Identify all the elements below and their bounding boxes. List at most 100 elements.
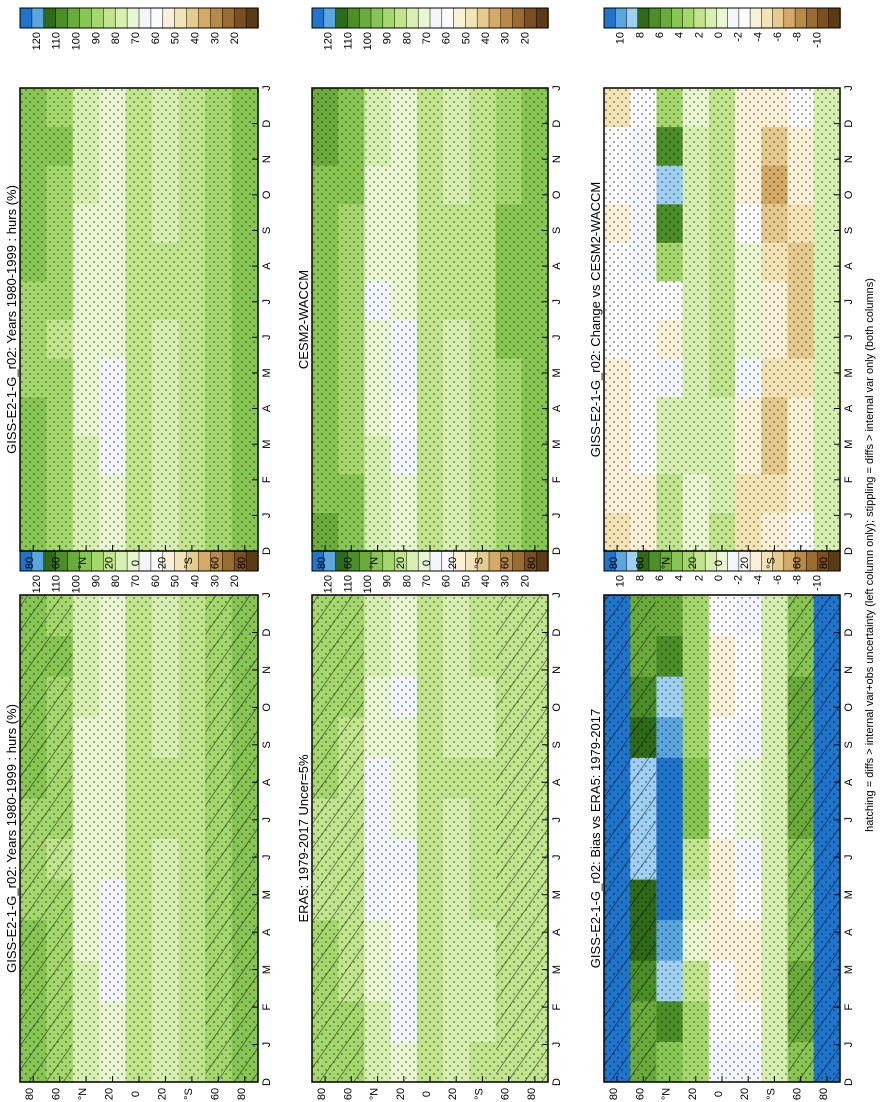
panels-group: 80 60 °N 20 0 20 °S 60 80DJFMAMJJASONDJGISS-E2-1… bbox=[4, 7, 855, 1100]
lat-tick-label: 80 bbox=[818, 557, 830, 569]
colorbar-swatch bbox=[358, 7, 372, 29]
month-tick-label: S bbox=[843, 741, 855, 748]
colorbar-swatch bbox=[79, 7, 93, 29]
lat-tick-label: 0 bbox=[421, 560, 433, 566]
colorbar-swatch bbox=[648, 7, 661, 29]
lat-tick-label: 20 bbox=[447, 1088, 459, 1100]
panel-2: 80 60 °N 20 0 20 °S 60 80 D J F M A M J J A S O N D J ERA5: 197… bbox=[296, 550, 563, 1100]
colorbar-tick-label: 80 bbox=[110, 32, 122, 44]
lat-tick-label: 80 bbox=[24, 1088, 36, 1100]
month-tick-label: J bbox=[261, 335, 273, 341]
panel-4: 80 60 °N 20 0 20 °S 60 80DJFMAMJJASONDJGISS-E2-1… bbox=[588, 550, 855, 1100]
month-tick-label: D bbox=[843, 547, 855, 555]
colorbar-swatch bbox=[114, 550, 128, 572]
month-tick-label: O bbox=[261, 703, 273, 712]
colorbar-swatch bbox=[603, 7, 616, 29]
lat-tick-label: 60 bbox=[51, 557, 63, 569]
panel-title: GISS-E2-1-G_r02: Bias vs ERA5: 1979-2017 bbox=[588, 709, 603, 968]
lat-tick-label: 20 bbox=[395, 557, 407, 569]
month-tick-label: S bbox=[843, 227, 855, 234]
month-tick-label: A bbox=[843, 928, 855, 936]
month-tick-label: M bbox=[551, 965, 563, 974]
panel-0: 80 60 °N 20 0 20 °S 60 80 D J F M A M J J A S O N D J GISS-E2-1… bbox=[4, 550, 273, 1100]
panel-title: GISS-E2-1-G_r02: Years 1980-1999 : hurs … bbox=[4, 185, 19, 454]
colorbar-tick-label: 20 bbox=[229, 575, 241, 587]
lat-tick-label: °S bbox=[183, 557, 195, 569]
colorbar-swatch bbox=[488, 7, 502, 29]
colorbar-swatch bbox=[738, 7, 751, 29]
colorbar-tick-label: 70 bbox=[130, 32, 142, 44]
colorbar-tick-label: -8 bbox=[792, 575, 804, 585]
panel-5: 80 60 °N 20 0 20 °S 60 80DJFMAMJJASONDJGISS-E2-1… bbox=[588, 7, 855, 569]
month-tick-label: F bbox=[261, 1003, 273, 1010]
month-tick-label: M bbox=[843, 890, 855, 899]
month-tick-label: D bbox=[843, 1078, 855, 1086]
colorbar-swatch bbox=[671, 550, 684, 572]
colorbar-swatch bbox=[716, 7, 729, 29]
lat-tick-label: 20 bbox=[739, 557, 751, 569]
month-tick-label: A bbox=[843, 262, 855, 270]
colorbar-swatch bbox=[19, 7, 33, 29]
lat-tick-label: 20 bbox=[156, 557, 168, 569]
colorbar-tick-label: -4 bbox=[752, 575, 764, 585]
colorbar-tick-label: -6 bbox=[772, 575, 784, 585]
panel-title: ERA5: 1979-2017 Uncer=5% bbox=[296, 754, 311, 922]
colorbar-tick-label: 20 bbox=[229, 32, 241, 44]
colorbar-swatch bbox=[749, 7, 763, 29]
month-tick-label: A bbox=[843, 404, 855, 412]
colorbar-swatch bbox=[828, 550, 841, 572]
colorbar-swatch bbox=[31, 7, 45, 29]
hatching-overlay bbox=[312, 595, 364, 1082]
month-tick-label: J bbox=[551, 854, 563, 860]
colorbar-tick-label: 8 bbox=[634, 32, 646, 38]
colorbar-swatch bbox=[103, 7, 116, 29]
colorbar-swatch bbox=[794, 7, 808, 29]
colorbar-swatch bbox=[465, 7, 478, 29]
colorbar-swatch bbox=[162, 7, 176, 29]
lat-tick-label: 80 bbox=[24, 557, 36, 569]
lat-tick-label: °N bbox=[661, 557, 673, 569]
colorbar-tick-label: 6 bbox=[654, 32, 666, 38]
month-tick-label: O bbox=[261, 190, 273, 199]
figure-footnote: hatching = diffs > internal var+obs unce… bbox=[864, 278, 876, 832]
hatching-overlay bbox=[788, 595, 840, 1082]
month-tick-label: M bbox=[843, 368, 855, 377]
colorbar-swatch bbox=[245, 550, 259, 572]
month-tick-label: J bbox=[843, 1042, 855, 1048]
month-tick-label: A bbox=[261, 404, 273, 412]
colorbar-tick-label: 10 bbox=[615, 575, 627, 587]
month-tick-label: J bbox=[261, 817, 273, 823]
lat-tick-label: 60 bbox=[342, 1088, 354, 1100]
hatching-overlay bbox=[496, 595, 548, 1082]
month-tick-label: D bbox=[261, 628, 273, 636]
stippling-overlay bbox=[312, 88, 548, 551]
month-tick-label: A bbox=[261, 778, 273, 786]
colorbar-swatch bbox=[382, 7, 396, 29]
colorbar-tick-label: 2 bbox=[693, 32, 705, 38]
colorbar-swatch bbox=[828, 7, 841, 29]
month-tick-label: J bbox=[261, 1042, 273, 1048]
month-tick-label: A bbox=[843, 778, 855, 786]
month-tick-label: M bbox=[551, 440, 563, 449]
colorbar-tick-label: 0 bbox=[713, 32, 725, 38]
month-tick-label: M bbox=[261, 368, 273, 377]
colorbar-swatch bbox=[429, 7, 443, 29]
colorbar-swatch bbox=[453, 7, 467, 29]
colorbar-frame bbox=[19, 7, 259, 29]
colorbar-swatch bbox=[222, 550, 235, 572]
colorbar-swatch bbox=[693, 7, 706, 29]
colorbar-swatch bbox=[311, 7, 325, 29]
month-tick-label: D bbox=[261, 1078, 273, 1086]
month-tick-label: J bbox=[261, 299, 273, 305]
colorbar-tick-label: 120 bbox=[31, 575, 43, 593]
hatching-overlay bbox=[20, 595, 73, 1082]
colorbar-swatch bbox=[614, 7, 628, 29]
colorbar-tick-label: 20 bbox=[519, 575, 531, 587]
colorbar-tick-label: 60 bbox=[150, 32, 162, 44]
panel-title: GISS-E2-1-G_r02: Years 1980-1999 : hurs … bbox=[4, 704, 19, 973]
month-tick-label: J bbox=[261, 85, 273, 91]
month-tick-label: J bbox=[551, 1042, 563, 1048]
colorbar-tick-label: -10 bbox=[811, 575, 823, 591]
colorbar-tick-label: 40 bbox=[480, 32, 492, 44]
